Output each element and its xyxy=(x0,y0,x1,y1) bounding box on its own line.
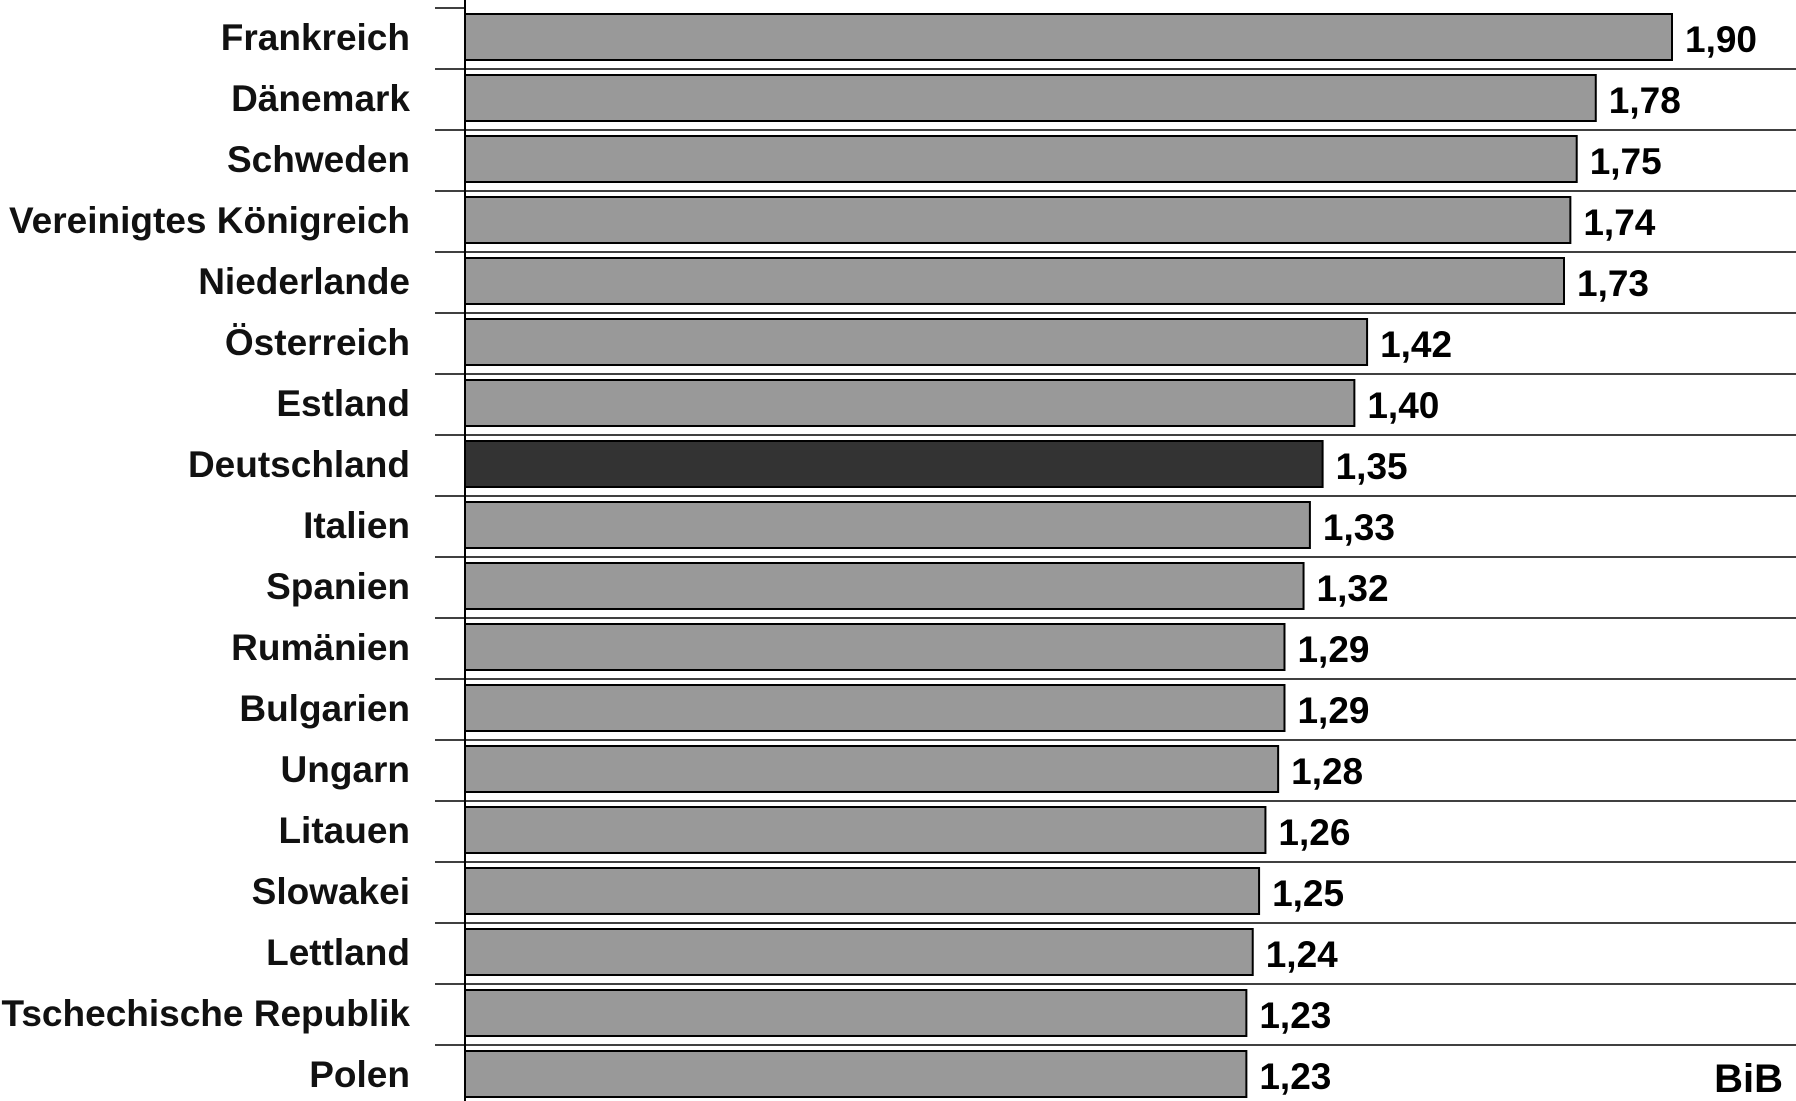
bar xyxy=(464,196,1572,244)
category-label: Slowakei xyxy=(252,871,410,912)
value-label: 1,73 xyxy=(1577,263,1649,304)
category-label: Polen xyxy=(309,1054,410,1095)
value-label: 1,78 xyxy=(1609,80,1681,121)
bib-watermark: BiB xyxy=(1714,1057,1783,1101)
category-labels: Frankreich Dänemark Schweden Vereinigtes Kö… xyxy=(2,17,411,1095)
value-label: 1,42 xyxy=(1380,324,1452,365)
value-label: 1,24 xyxy=(1266,934,1338,975)
category-label: Vereinigtes Königreich xyxy=(9,200,410,241)
bar xyxy=(464,1050,1248,1098)
value-label: 1,40 xyxy=(1367,385,1439,426)
category-label: Deutschland xyxy=(188,444,410,485)
value-labels: 1,901,78 1,75 1,74 1,73 1,42 1,40 1,35 1,33 1,32… xyxy=(1259,19,1757,1097)
bar xyxy=(464,13,1673,61)
value-label: 1,75 xyxy=(1590,141,1662,182)
bar xyxy=(464,379,1356,427)
value-label: 1,29 xyxy=(1297,629,1369,670)
value-label: 1,35 xyxy=(1336,446,1408,487)
value-label: 1,26 xyxy=(1278,812,1350,853)
value-label: 1,32 xyxy=(1317,568,1389,609)
value-label: 1,23 xyxy=(1259,1056,1331,1097)
bar xyxy=(464,501,1311,549)
bar xyxy=(464,257,1566,305)
bar xyxy=(464,867,1261,915)
bar xyxy=(464,989,1248,1037)
bars xyxy=(464,13,1673,1098)
category-label: Ungarn xyxy=(281,749,411,790)
bar xyxy=(464,135,1578,183)
value-label: 1,23 xyxy=(1259,995,1331,1036)
bar xyxy=(464,562,1305,610)
category-label: Spanien xyxy=(266,566,410,607)
bar xyxy=(464,623,1286,671)
value-label: 1,25 xyxy=(1272,873,1344,914)
value-label: 1,28 xyxy=(1291,751,1363,792)
category-label: Österreich xyxy=(225,322,410,363)
category-label: Estland xyxy=(276,383,410,424)
bar xyxy=(464,74,1597,122)
category-label: Litauen xyxy=(278,810,410,851)
bar xyxy=(464,318,1369,366)
bar xyxy=(464,684,1286,732)
category-label: Italien xyxy=(303,505,410,546)
grid-lines xyxy=(465,68,1796,1046)
category-label: Schweden xyxy=(227,139,410,180)
category-label: Tschechische Republik xyxy=(2,993,411,1034)
bar xyxy=(464,806,1267,854)
category-label: Rumänien xyxy=(231,627,410,668)
bar xyxy=(464,745,1280,793)
value-label: 1,33 xyxy=(1323,507,1395,548)
axis-ticks xyxy=(435,7,465,1046)
value-label: 1,90 xyxy=(1685,19,1757,60)
bar xyxy=(464,928,1254,976)
value-label: 1,29 xyxy=(1297,690,1369,731)
category-label: Frankreich xyxy=(221,17,410,58)
category-label: Bulgarien xyxy=(239,688,410,729)
category-label: Niederlande xyxy=(198,261,410,302)
bar xyxy=(464,440,1324,488)
category-label: Lettland xyxy=(266,932,410,973)
value-label: 1,74 xyxy=(1583,202,1655,243)
category-label: Dänemark xyxy=(231,78,410,119)
